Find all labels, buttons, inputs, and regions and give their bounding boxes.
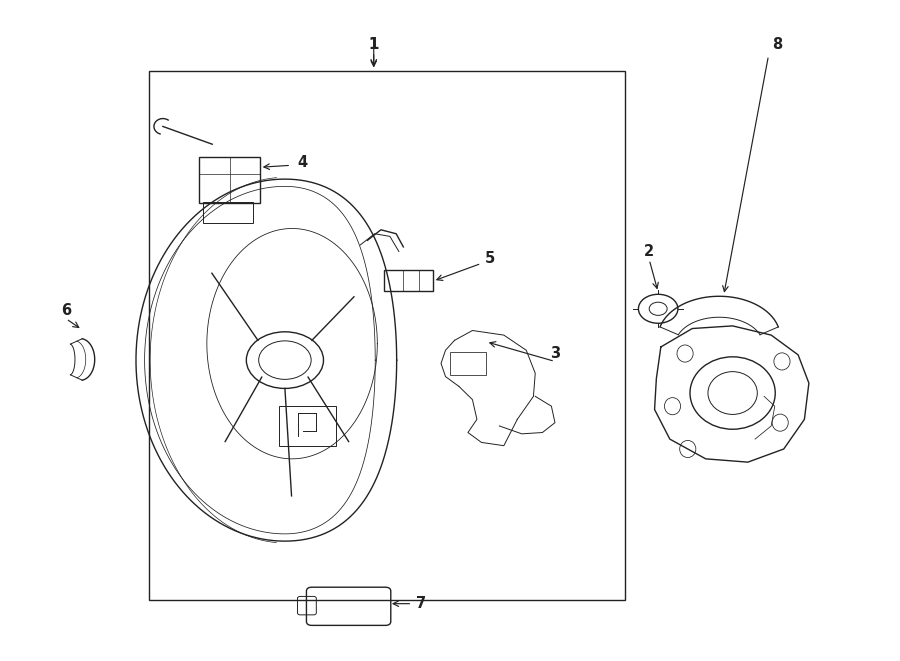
Bar <box>279 407 336 446</box>
Text: 5: 5 <box>485 251 496 266</box>
Text: 6: 6 <box>61 303 71 318</box>
Bar <box>450 352 486 375</box>
Text: 1: 1 <box>369 36 379 52</box>
Bar <box>383 270 433 291</box>
Text: 8: 8 <box>772 36 783 52</box>
Text: 7: 7 <box>416 596 427 611</box>
Text: 2: 2 <box>644 244 654 259</box>
Bar <box>149 71 625 600</box>
Text: 1: 1 <box>369 36 379 52</box>
Bar <box>203 202 253 223</box>
Text: 4: 4 <box>297 155 307 170</box>
Bar <box>199 157 260 204</box>
Text: 3: 3 <box>550 346 560 361</box>
